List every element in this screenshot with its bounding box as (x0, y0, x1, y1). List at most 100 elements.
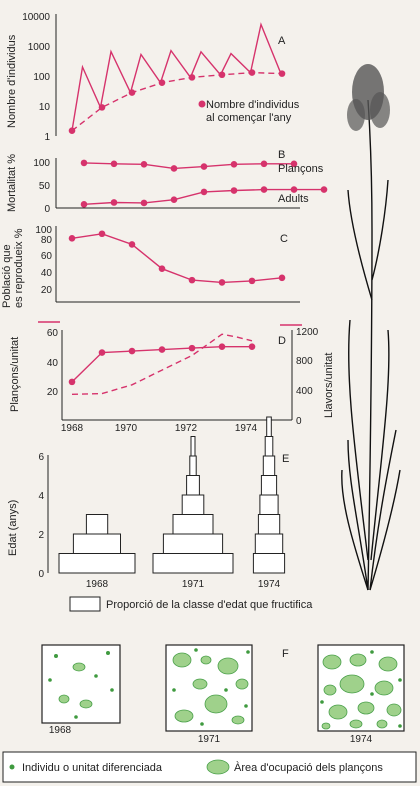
seedling-patch (172, 652, 192, 668)
panel-f-year-1971: 1971 (198, 734, 221, 745)
panel-e-year-1968: 1968 (86, 579, 109, 590)
panel-b-point-adults (200, 188, 208, 196)
legend-individual-dot (9, 764, 15, 770)
panel-d-letter: D (278, 335, 286, 347)
panel-a-letter: A (278, 35, 286, 47)
seedling-patch (192, 678, 208, 690)
panel-a: A 1 10 100 1000 10000 Nombre d'individus… (6, 12, 300, 143)
panel-a-legend-line2: al començar l'any (206, 112, 292, 124)
panel-d-ytick: 20 (47, 387, 59, 398)
panel-c-point (128, 241, 136, 248)
age-class-bar-1971 (152, 553, 234, 574)
panel-b-point-seedlings (230, 161, 238, 168)
panel-e-ytick: 2 (38, 530, 44, 541)
panel-b-point-seedlings (170, 165, 178, 172)
individual-dot (224, 688, 228, 692)
panel-d-point (98, 349, 106, 356)
age-class-bar-1974 (252, 553, 286, 574)
panel-a-point (98, 104, 106, 111)
panel-f-year-1968: 1968 (49, 725, 72, 736)
panel-b-point-seedlings (140, 161, 148, 168)
panel-b-point-adults (290, 186, 298, 193)
seedling-patch (231, 715, 245, 725)
age-class-bar-1971 (189, 455, 197, 476)
legend-patch-label: Àrea d'ocupació dels plançons (234, 761, 383, 774)
panel-a-point (68, 127, 76, 135)
panel-e-legend-box (69, 596, 101, 612)
panel-a-ytick: 10000 (22, 12, 50, 23)
panel-b-point-adults (80, 201, 88, 208)
panel-e-year-1974: 1974 (258, 579, 281, 590)
seedling-patch (376, 719, 388, 729)
panel-e-ylabel: Edat (anys) (7, 500, 19, 556)
panel-d-y2tick: 800 (296, 356, 313, 367)
individual-dot (200, 722, 204, 726)
panel-e: E 0 2 4 6 Edat (anys) 1968 1971 1974 Pro… (7, 416, 313, 612)
individual-dot (106, 651, 110, 655)
plant-illustration (341, 64, 401, 591)
panel-d-point (248, 343, 256, 350)
individual-dot (398, 724, 402, 728)
individual-dot (370, 650, 374, 654)
age-class-bar-1974 (262, 455, 276, 476)
panel-d-ylabel: Plançons/unitat (9, 337, 21, 412)
panel-b-ytick: 100 (33, 158, 50, 169)
panel-b-ylabel: Mortalitat % (6, 154, 18, 212)
panel-a-point (278, 70, 286, 77)
individual-dot (48, 678, 52, 682)
panel-b-point-adults (260, 186, 268, 193)
panel-d-series-seeds (71, 333, 253, 395)
panel-b-point-seedlings (110, 160, 118, 168)
individual-dot (94, 674, 98, 678)
bottom-legend: Individu o unitat diferenciada Àrea d'oc… (2, 751, 417, 783)
seedling-patch (374, 680, 394, 696)
panel-a-ylabel: Nombre d'individus (6, 34, 18, 128)
panel-d-point (128, 347, 136, 355)
panel-f: F (41, 644, 405, 745)
panel-d-y2tick: 0 (296, 416, 302, 427)
panel-b-label-adults: Adults (278, 193, 309, 205)
panel-b-ytick: 0 (44, 204, 50, 215)
panel-c-ytick: 100 (35, 225, 52, 236)
panel-d-y2tick: 400 (296, 386, 313, 397)
panel-c-series (71, 233, 283, 284)
age-class-bar-1971 (162, 533, 224, 554)
panel-e-ytick: 0 (38, 569, 44, 580)
panel-a-ytick: 100 (33, 72, 50, 83)
panel-d-xtick: 1970 (115, 423, 138, 434)
panel-b: B 0 50 100 Mortalitat % Plançons Adults (6, 149, 328, 215)
seedling-patch (322, 654, 342, 670)
age-class-bar-1974 (266, 416, 272, 437)
panel-c-ytick: 60 (41, 251, 53, 262)
panel-a-legend-dot (198, 100, 206, 108)
individual-dot (244, 704, 248, 708)
panel-d-xtick: 1968 (61, 423, 84, 434)
panel-b-point-seedlings (260, 160, 268, 168)
panel-c-ylabel-line2: es reprodueix % (13, 228, 25, 308)
panel-c-point (68, 235, 76, 242)
legend-individual-label: Individu o unitat diferenciada (22, 762, 163, 774)
panel-b-point-seedlings (200, 163, 208, 170)
panel-f-year-1974: 1974 (350, 734, 373, 745)
individual-dot (370, 692, 374, 696)
seedling-patch (200, 655, 212, 665)
legend-patch-icon (206, 759, 230, 775)
panel-d-point (188, 344, 196, 352)
individual-dot (320, 700, 324, 704)
panel-b-point-adults (230, 187, 238, 194)
seedling-patch (204, 694, 228, 714)
panel-d-point (68, 378, 76, 386)
age-class-bar-1971 (172, 514, 214, 535)
panel-f-map-1968 (41, 644, 121, 724)
age-class-bar-1974 (260, 475, 278, 496)
panel-d-y2label: Llavors/unitat (323, 353, 335, 418)
seedling-patch (174, 709, 194, 723)
seedling-patch (217, 657, 239, 675)
panel-c-ytick: 20 (41, 285, 53, 296)
age-class-bar-1974 (264, 436, 274, 457)
age-class-bar-1974 (259, 494, 279, 515)
panel-c-point (158, 265, 166, 273)
panel-e-legend-text: Proporció de la classe d'edat que fructi… (106, 599, 313, 611)
seedling-patch (328, 704, 348, 720)
